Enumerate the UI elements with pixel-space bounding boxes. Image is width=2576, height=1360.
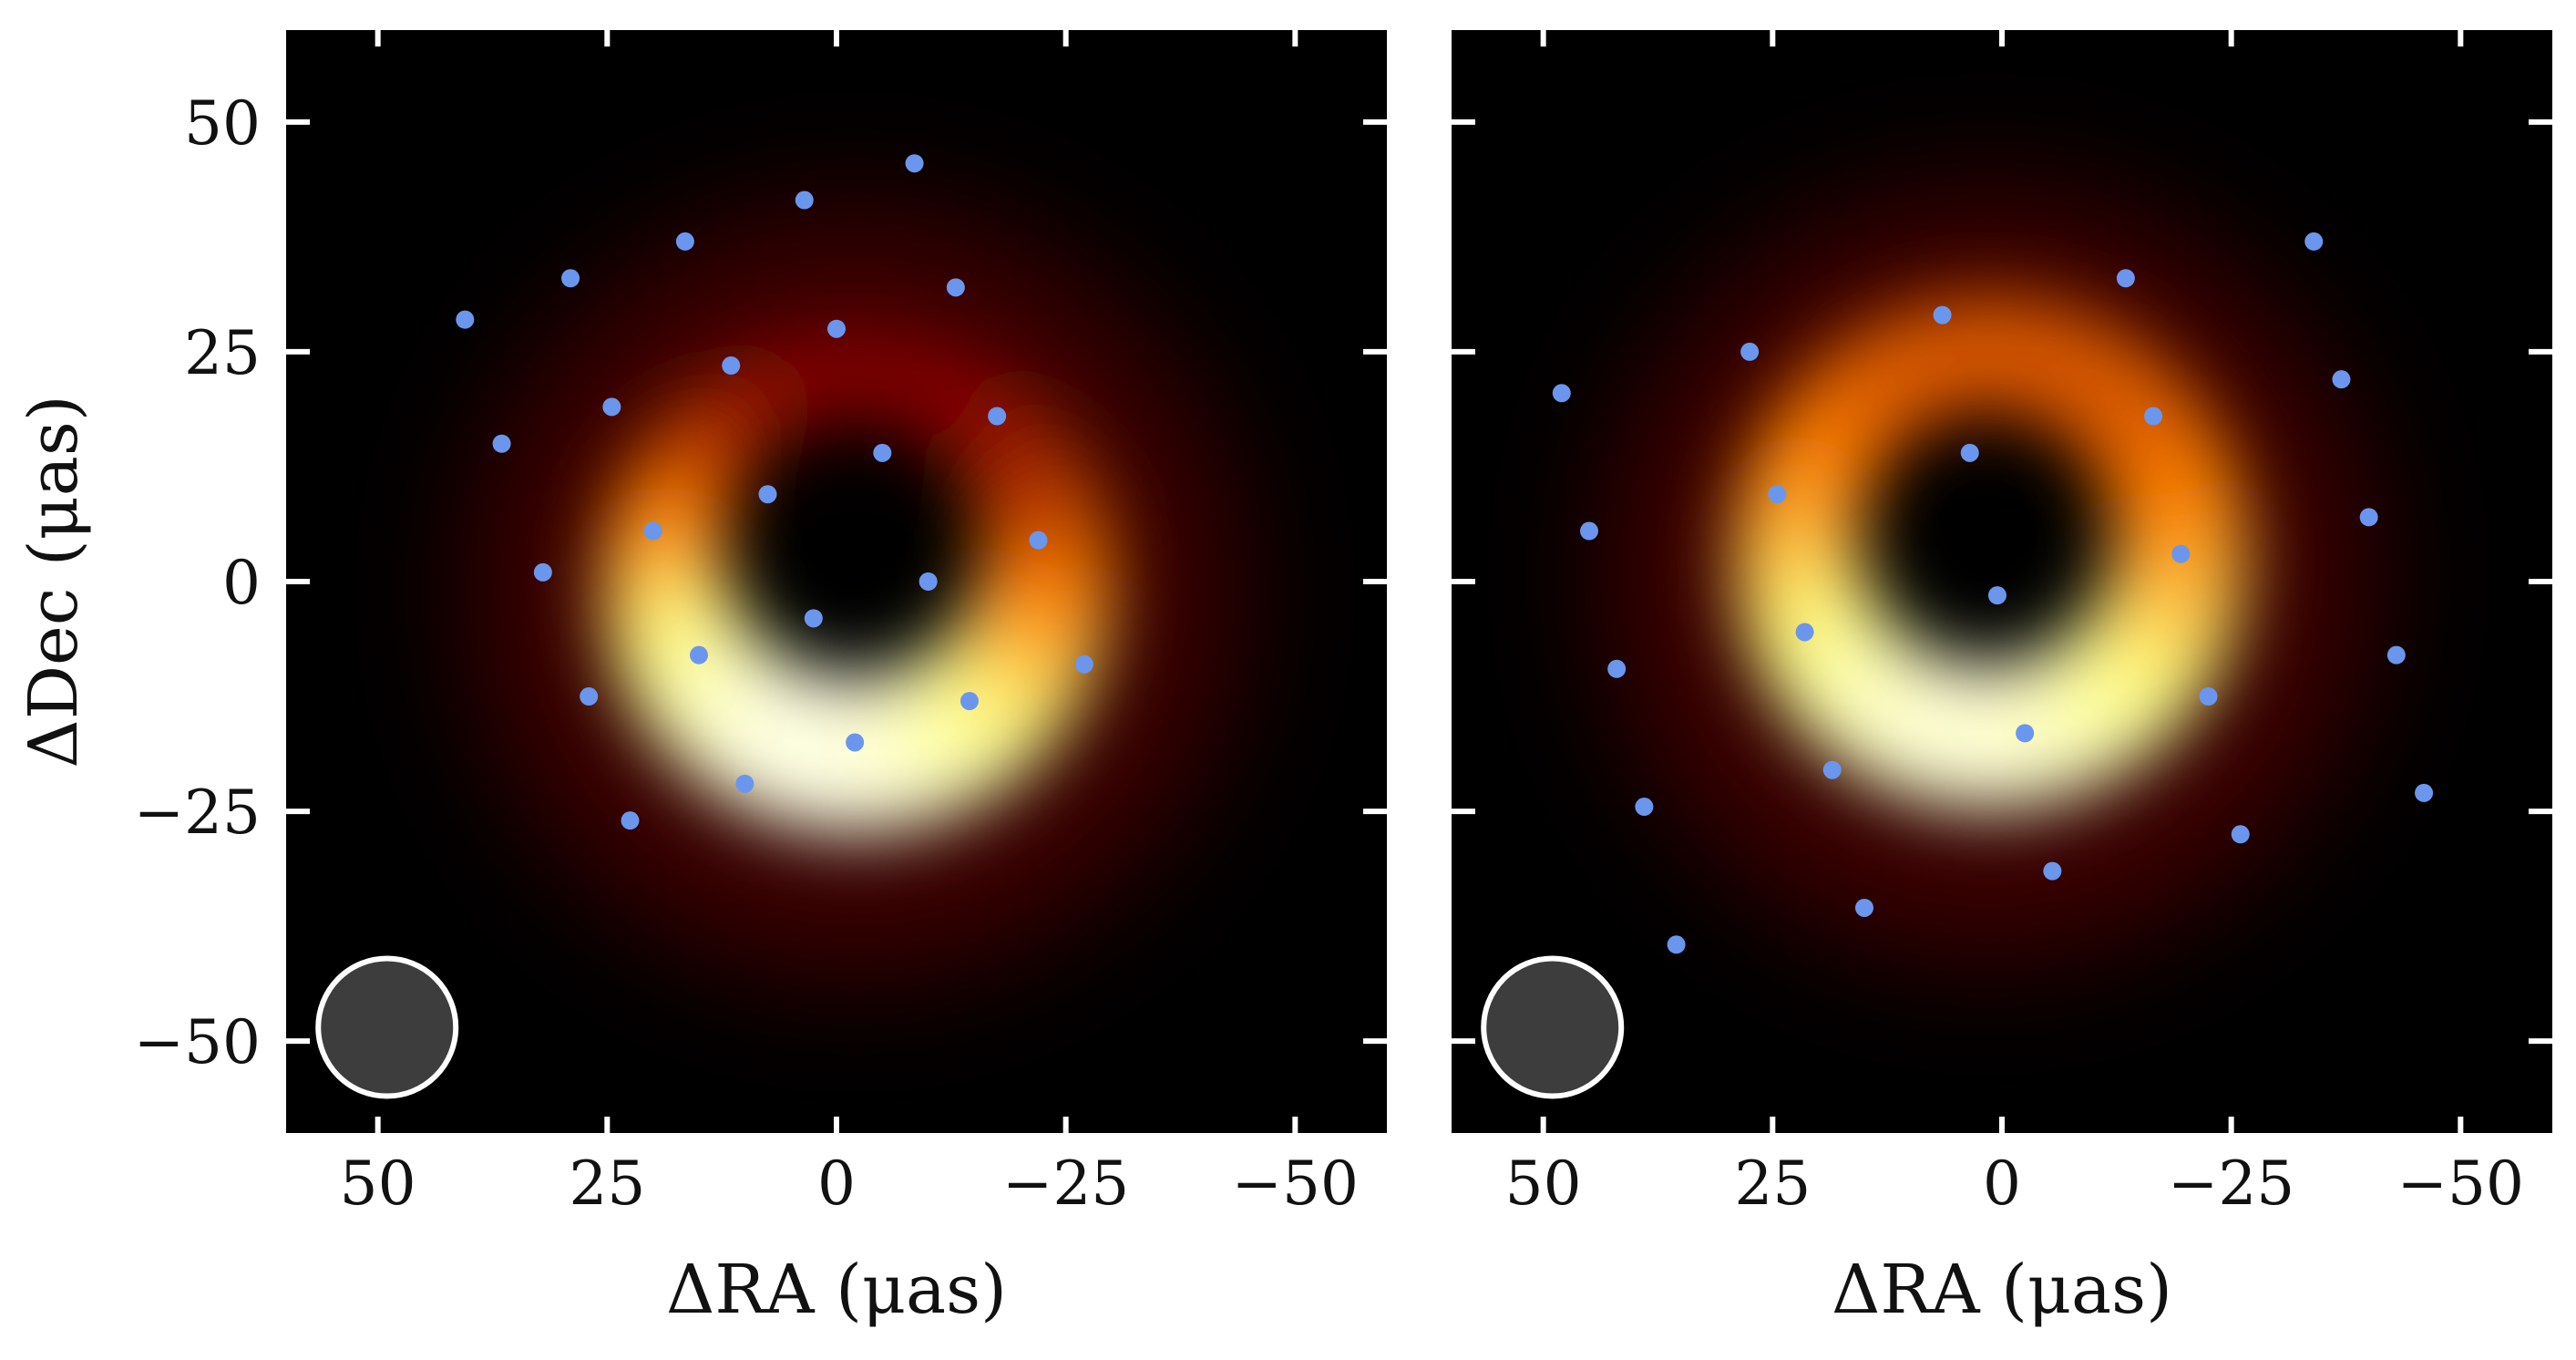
x-tick-label: 50 [1505, 1149, 1582, 1219]
sample-point [675, 232, 694, 251]
y-tick-label: −25 [134, 778, 261, 848]
sample-point [533, 562, 552, 582]
y-tick-label: 0 [222, 548, 261, 618]
right-panel: 50 25 0 −25 −50 ΔRA (μas) [1452, 30, 2552, 1329]
y-tick-label: −50 [134, 1007, 261, 1077]
sample-point [1667, 935, 1686, 954]
sample-point [1855, 898, 1873, 917]
x-tick-label: 50 [340, 1149, 416, 1219]
y-tick-label: 50 [184, 88, 261, 159]
right-beam-circle [1481, 955, 1625, 1099]
sample-point [722, 356, 741, 376]
left-panel: 50 25 0 −25 −50 50 25 0 −25 −50 ΔRA (μas) ΔDec (… [15, 30, 1387, 1329]
sample-point [846, 733, 865, 752]
sample-point [1635, 798, 1654, 817]
sample-point [1607, 659, 1627, 678]
sample-point [946, 278, 965, 297]
right-ring-body [1732, 294, 2247, 809]
sample-point [1552, 384, 1571, 403]
x-tick-label: 0 [817, 1149, 856, 1219]
sample-point [690, 645, 708, 665]
sample-point [580, 687, 599, 706]
left-ring-segment [806, 325, 917, 417]
left-ticks [286, 30, 1387, 1133]
left-sample-points [456, 154, 1093, 830]
sample-point [2359, 508, 2378, 527]
sample-point [758, 485, 777, 504]
sample-point [1822, 760, 1842, 779]
sample-point [2231, 825, 2250, 844]
x-tick-label: 0 [1983, 1149, 2021, 1219]
y-tick-label: 25 [184, 318, 261, 388]
sample-point [960, 692, 979, 711]
sample-point [2386, 645, 2406, 665]
x-tick-label: −25 [2168, 1149, 2294, 1219]
left-y-tick-labels: 50 25 0 −25 −50 [134, 88, 261, 1077]
left-ring-glow [469, 206, 1240, 978]
sample-point [2171, 544, 2191, 563]
left-x-axis-label: ΔRA (μas) [666, 1251, 1007, 1329]
sample-point [873, 443, 892, 462]
left-x-tick-labels: 50 25 0 −25 −50 [340, 1149, 1359, 1219]
left-ring-image [469, 206, 1240, 978]
sample-point [643, 521, 662, 541]
right-sample-points [1552, 232, 2434, 954]
right-ring-segment [1926, 294, 2062, 410]
x-tick-label: −50 [2397, 1149, 2524, 1219]
sample-point [1768, 485, 1787, 504]
sample-point [1580, 521, 1598, 541]
sample-point [2016, 724, 2035, 743]
left-beam-marker [315, 955, 459, 1099]
sample-point [492, 434, 511, 453]
sample-point [1740, 342, 1760, 361]
sample-point [2199, 687, 2218, 706]
sample-point [2043, 861, 2062, 881]
right-ring-image [1603, 188, 2374, 960]
sample-point [735, 774, 754, 793]
right-ticks [1452, 30, 2552, 1133]
sample-point [602, 397, 621, 417]
right-ring-glow [1603, 188, 2374, 960]
sample-point [827, 319, 846, 338]
x-tick-label: 25 [569, 1149, 645, 1219]
sample-point [456, 310, 475, 329]
sample-point [2304, 232, 2324, 251]
sample-point [1074, 654, 1093, 674]
sample-point [804, 609, 823, 628]
sample-point [1795, 623, 1814, 642]
sample-point [795, 191, 814, 210]
right-x-axis-label: ΔRA (μas) [1832, 1251, 2172, 1329]
right-beam-marker [1481, 955, 1625, 1099]
left-beam-circle [315, 955, 459, 1099]
sample-point [621, 811, 640, 830]
sample-point [1987, 586, 2006, 605]
sample-point [2415, 783, 2434, 802]
sample-point [2332, 370, 2351, 389]
left-ring-body [600, 325, 1112, 834]
sample-point [561, 269, 580, 288]
sample-point [1960, 443, 1979, 462]
sample-point [2116, 269, 2135, 288]
sample-point [919, 572, 938, 591]
right-x-tick-labels: 50 25 0 −25 −50 [1505, 1149, 2524, 1219]
x-tick-label: −50 [1232, 1149, 1359, 1219]
sample-point [988, 407, 1007, 426]
sample-point [2144, 407, 2163, 426]
x-tick-label: −25 [1002, 1149, 1129, 1219]
sample-point [905, 154, 924, 173]
left-y-axis-label: ΔDec (μas) [15, 395, 93, 768]
sample-point [1029, 531, 1048, 550]
sample-point [1933, 305, 1952, 325]
x-tick-label: 25 [1734, 1149, 1811, 1219]
